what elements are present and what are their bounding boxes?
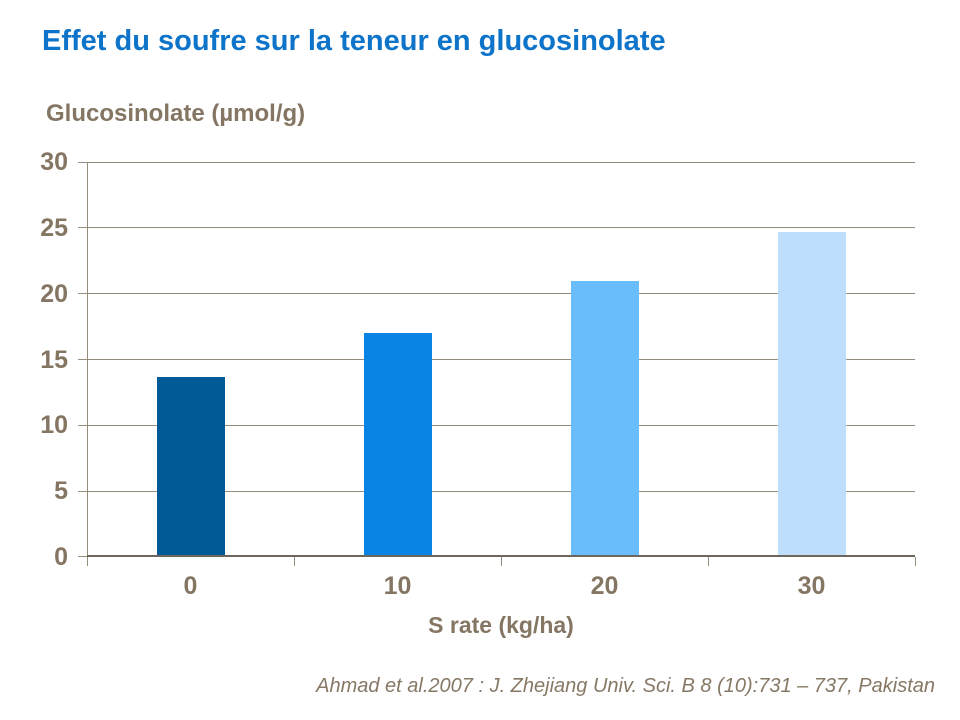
y-tick-mark [78,490,87,492]
x-category-label: 30 [797,572,826,600]
gridline-5 [87,490,915,492]
y-tick-label: 15 [40,345,68,374]
plot-area [78,161,916,566]
x-category-label: 0 [183,572,198,600]
x-axis-tick-mark [86,557,88,566]
x-axis-tick-mark [707,557,709,566]
bar-0 [156,376,225,556]
x-axis-tick-mark [293,557,295,566]
y-tick-label: 20 [40,279,68,308]
gridline-25 [87,227,915,229]
y-tick-mark [78,359,87,360]
x-category-label: 10 [383,572,412,600]
y-tick-mark [78,424,87,426]
x-axis-title: S rate (kg/ha) [428,612,574,638]
y-axis-title: Glucosinolate (µmol/g) [46,100,306,127]
y-tick-mark [78,227,87,229]
y-tick-mark [78,293,87,295]
x-category-label: 20 [590,572,619,600]
y-tick-label: 30 [40,148,68,176]
x-axis-tick-mark [500,557,502,566]
gridline-15 [87,359,915,360]
chart-title: Effet du soufre sur la teneur en glucosi… [42,25,666,57]
bar-10 [363,333,432,556]
bar-20 [570,280,639,556]
citation-text: Ahmad et al.2007 : J. Zhejiang Univ. Sci… [316,675,935,697]
x-axis-line [87,555,915,557]
y-tick-mark [78,555,87,557]
y-tick-label: 5 [54,477,68,506]
gridline-10 [87,424,915,426]
x-axis-tick-mark [914,557,916,566]
y-tick-label: 10 [40,411,68,440]
y-axis-tick-labels: 0 5 10 15 20 25 30 [0,148,68,571]
x-axis-category-labels: 0 10 20 30 [87,572,915,601]
gridline-20 [87,293,915,295]
gridline-30 [87,161,915,163]
y-tick-label: 25 [40,213,68,242]
y-tick-mark [78,161,87,163]
bar-30 [777,232,846,556]
y-tick-label: 0 [54,543,68,571]
